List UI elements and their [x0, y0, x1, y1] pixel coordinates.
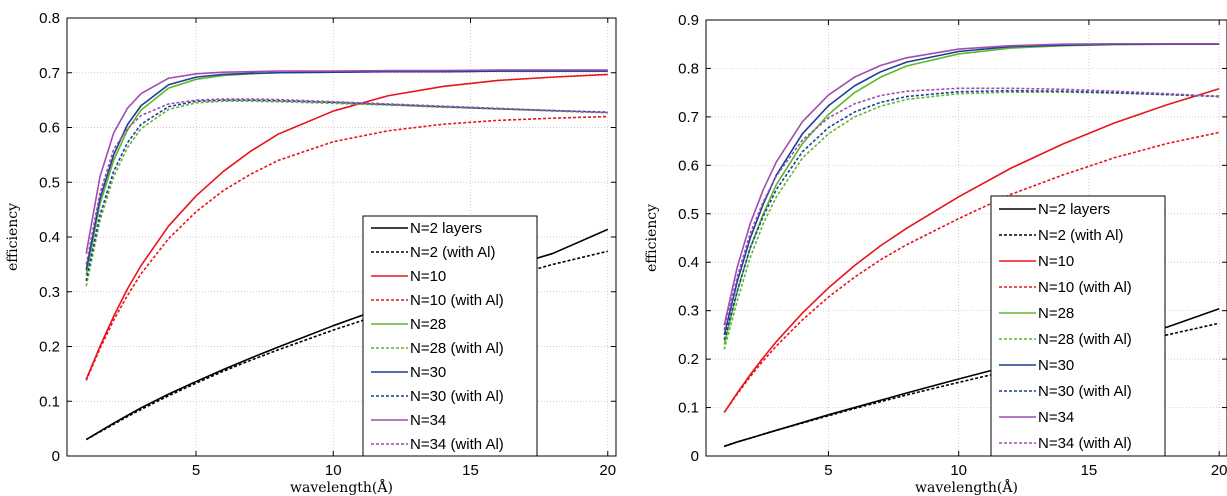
y-tick-label: 0.8 — [678, 60, 699, 77]
y-tick-label: 0.1 — [39, 393, 60, 410]
y-tick-label: 0.9 — [678, 12, 699, 29]
x-tick-label: 15 — [1081, 462, 1098, 479]
series-line-10 — [85, 98, 608, 265]
y-tick-label: 0.2 — [678, 351, 699, 368]
x-tick-label: 20 — [599, 462, 616, 479]
series-line-6 — [723, 91, 1220, 350]
legend-label-5: N=28 — [410, 316, 446, 333]
legend-label-9: N=34 — [410, 412, 446, 429]
x-axis-label: wavelength(Å) — [290, 478, 393, 496]
y-tick-label: 0.3 — [39, 284, 60, 301]
series-line-9 — [85, 69, 608, 254]
legend-label-5: N=28 — [1038, 305, 1074, 322]
y-tick-label: 0.7 — [678, 109, 699, 126]
legend-box — [990, 195, 1166, 457]
legend-label-7: N=30 — [1038, 357, 1074, 374]
y-tick-label: 0.6 — [39, 120, 60, 137]
x-tick-label: 5 — [192, 462, 200, 479]
legend-label-6: N=28 (with Al) — [1038, 331, 1132, 348]
legend-label-1: N=2 layers — [1038, 201, 1110, 218]
axes-frame — [705, 19, 1227, 457]
chart-panel-1: 5 10 15 20 0 0.1 0.2 0.3 0.4 0.5 0.6 0.7 0.8 waveleng… — [5, 10, 617, 496]
x-tick-label: 10 — [325, 462, 342, 479]
x-axis-label: wavelength(Å) — [915, 478, 1018, 496]
legend-label-3: N=10 — [410, 268, 446, 285]
series-line-3 — [85, 73, 608, 380]
series-line-3 — [723, 88, 1220, 413]
legend-box — [362, 215, 538, 457]
series-line-4 — [85, 115, 608, 381]
x-tick-label: 10 — [950, 462, 967, 479]
series-line-9 — [723, 42, 1220, 326]
y-axis-label: efficiency — [644, 204, 660, 272]
legend-label-4: N=10 (with Al) — [1038, 279, 1132, 296]
series-line-10 — [723, 87, 1220, 331]
y-tick-label: 0.2 — [39, 339, 60, 356]
x-tick-label: 20 — [1211, 462, 1227, 479]
legend-label-9: N=34 — [1038, 409, 1074, 426]
y-tick-label: 0.7 — [39, 65, 60, 82]
x-tick-label: 5 — [824, 462, 832, 479]
chart-panel-2: 5 10 15 20 0 0.1 0.2 0.3 0.4 0.5 0.6 0.7 0.8 0.9 wavel… — [644, 12, 1227, 496]
legend: N=2 layers N=2 (with Al) N=10 N=10 (with Al… — [990, 195, 1166, 457]
y-tick-label: 0.1 — [678, 400, 699, 417]
y-tick-label: 0.4 — [39, 229, 60, 246]
legend-label-6: N=28 (with Al) — [410, 340, 504, 357]
legend-label-8: N=30 (with Al) — [1038, 383, 1132, 400]
legend-label-7: N=30 — [410, 364, 446, 381]
y-tick-label: 0.3 — [678, 303, 699, 320]
series-group — [723, 42, 1220, 448]
legend-label-2: N=2 (with Al) — [410, 244, 495, 261]
x-tick-label: 15 — [462, 462, 479, 479]
legend-label-10: N=34 (with Al) — [410, 436, 504, 453]
legend-label-2: N=2 (with Al) — [1038, 227, 1123, 244]
legend: N=2 layers N=2 (with Al) N=10 N=10 (with Al… — [362, 215, 538, 457]
series-line-8 — [723, 89, 1220, 340]
y-tick-label: 0 — [52, 448, 60, 465]
y-tick-label: 0.4 — [678, 254, 699, 271]
legend-label-4: N=10 (with Al) — [410, 292, 504, 309]
legend-label-8: N=30 (with Al) — [410, 388, 504, 405]
y-tick-label: 0.8 — [39, 10, 60, 27]
legend-label-10: N=34 (with Al) — [1038, 435, 1132, 452]
legend-label-3: N=10 — [1038, 253, 1074, 270]
y-tick-label: 0.5 — [39, 174, 60, 191]
y-tick-label: 0.6 — [678, 157, 699, 174]
y-axis-label: efficiency — [5, 203, 21, 271]
series-line-8 — [85, 99, 608, 281]
legend-label-1: N=2 layers — [410, 220, 482, 237]
y-tick-label: 0.5 — [678, 206, 699, 223]
y-tick-label: 0 — [691, 448, 699, 465]
